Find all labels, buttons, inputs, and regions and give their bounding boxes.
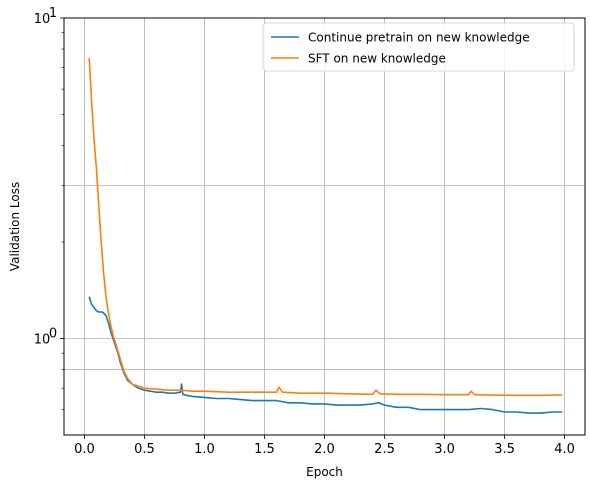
x-tick-label: 4.0: [554, 442, 575, 457]
x-tick-label: 1.0: [194, 442, 215, 457]
y-tick-label: 10: [34, 333, 51, 348]
x-tick-label: 2.5: [374, 442, 395, 457]
y-tick-exponent: 0: [49, 327, 57, 342]
legend-label: SFT on new knowledge: [308, 52, 446, 66]
series-lines: [88, 57, 563, 414]
x-tick-label: 1.5: [254, 442, 275, 457]
x-tick-label: 2.0: [314, 442, 335, 457]
legend-label: Continue pretrain on new knowledge: [308, 31, 530, 45]
x-tick-label: 0.5: [134, 442, 155, 457]
legend: Continue pretrain on new knowledge SFT on…: [262, 22, 575, 72]
y-tick-label: 10: [34, 12, 51, 27]
x-tick-label: 0.0: [74, 442, 95, 457]
y-axis-label: Validation Loss: [8, 182, 22, 271]
y-tick-exponent: 1: [49, 6, 57, 21]
x-tick-label: 3.0: [434, 442, 455, 457]
x-tick-label: 3.5: [494, 442, 515, 457]
x-axis-label: Epoch: [306, 465, 343, 479]
legend-box: [262, 22, 575, 72]
series-line-2: [88, 57, 563, 397]
